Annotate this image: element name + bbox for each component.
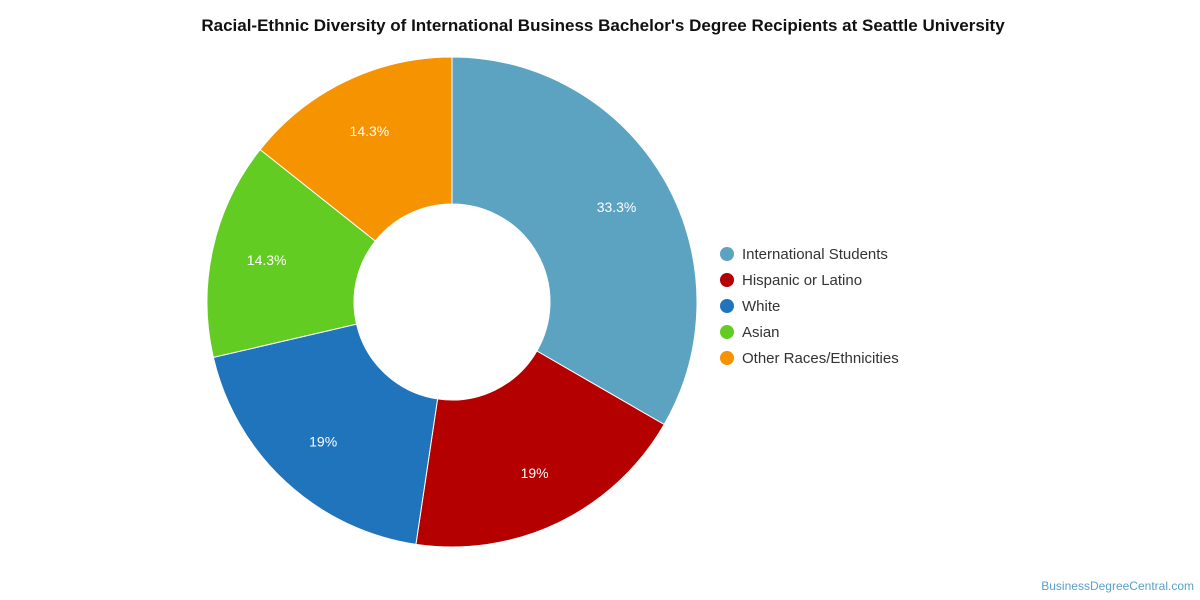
chart-legend: International Students Hispanic or Latino…	[720, 241, 899, 371]
slice-white[interactable]	[212, 323, 439, 545]
data-label-asian: 14.3%	[247, 252, 287, 268]
legend-swatch	[720, 351, 734, 365]
slice-asian[interactable]	[206, 148, 376, 358]
legend-label: International Students	[742, 245, 888, 263]
chart-title: Racial-Ethnic Diversity of International…	[201, 16, 1005, 35]
data-label-hispanic-or-latino: 19%	[521, 465, 549, 481]
legend-label: Hispanic or Latino	[742, 271, 863, 289]
source-watermark[interactable]: BusinessDegreeCentral.com	[1041, 579, 1194, 593]
legend-item-asian[interactable]: Asian	[720, 319, 899, 345]
legend-swatch	[720, 273, 734, 287]
data-label-other-races-ethnicities: 14.3%	[350, 123, 390, 139]
legend-label: Other Races/Ethnicities	[742, 349, 899, 367]
legend-item-international-students[interactable]: International Students	[720, 241, 899, 267]
chart-slices	[206, 56, 698, 548]
legend-swatch	[720, 299, 734, 313]
legend-item-white[interactable]: White	[720, 293, 899, 319]
legend-label: White	[742, 297, 781, 315]
legend-label: Asian	[742, 323, 780, 341]
legend-swatch	[720, 325, 734, 339]
slice-international-students[interactable]	[451, 56, 698, 426]
slice-hispanic-or-latino[interactable]	[415, 350, 665, 548]
chart-data-labels: 33.3% 19% 19% 14.3% 14.3%	[247, 123, 637, 481]
slice-other-races-ethnicities[interactable]	[259, 56, 453, 242]
legend-item-other-races-ethnicities[interactable]: Other Races/Ethnicities	[720, 345, 899, 371]
legend-swatch	[720, 247, 734, 261]
legend-item-hispanic-or-latino[interactable]: Hispanic or Latino	[720, 267, 899, 293]
data-label-white: 19%	[309, 434, 337, 450]
data-label-international-students: 33.3%	[597, 199, 637, 215]
